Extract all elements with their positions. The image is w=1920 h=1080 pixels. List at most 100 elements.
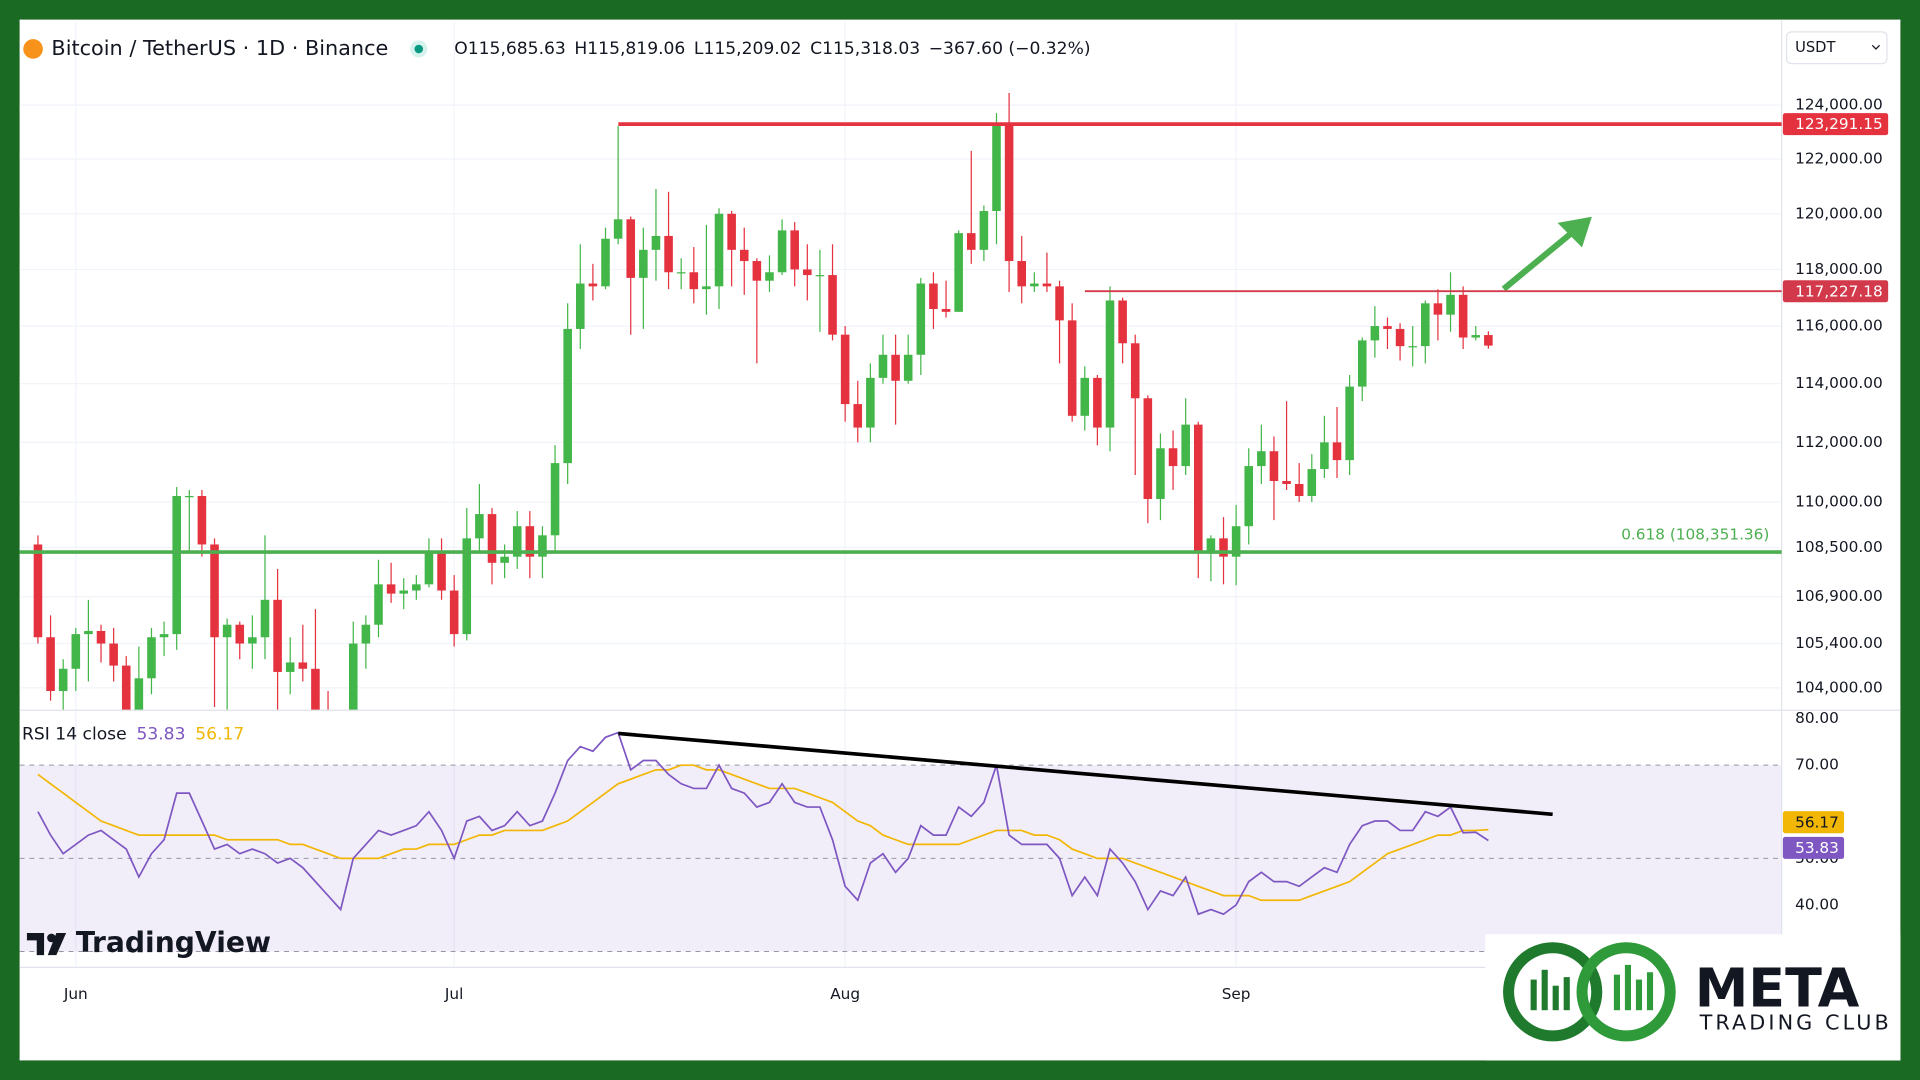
candle-body — [588, 283, 598, 287]
candle-body — [752, 261, 762, 281]
legend-change: −367.60 (−0.32%) — [929, 39, 1091, 59]
candle-body — [1244, 466, 1254, 527]
candle-body — [1370, 326, 1380, 341]
price-badge-label: 123,291.15 — [1795, 115, 1883, 133]
candle-body — [1395, 328, 1405, 347]
candle-body — [386, 584, 396, 594]
rsi-line — [37, 764, 1489, 902]
y-tick-label: 80.00 — [1795, 709, 1839, 727]
legend-label: O — [454, 39, 467, 59]
legend-value: 115,318.03 — [822, 39, 920, 59]
candle-body — [1357, 340, 1367, 387]
rsi-title: RSI 14 close — [22, 725, 127, 745]
candle-body — [1118, 300, 1127, 344]
candle-body — [1307, 469, 1317, 497]
legend-value: 115,819.06 — [587, 39, 685, 59]
candle-body — [487, 514, 497, 563]
rsi-line — [37, 731, 1489, 916]
currency-select[interactable] — [1785, 31, 1888, 65]
rsi-badge-label: 53.83 — [1795, 839, 1839, 857]
candle-body — [1282, 481, 1291, 484]
candle-body — [1067, 320, 1077, 416]
y-tick-label: 120,000.00 — [1795, 204, 1883, 222]
candle-body — [361, 624, 371, 644]
x-tick-label: Aug — [830, 985, 860, 1003]
candle-body — [512, 526, 522, 557]
candle-body — [992, 123, 1001, 212]
price-badge — [1782, 113, 1889, 136]
candle-body — [1458, 294, 1468, 338]
candle-body — [1042, 283, 1052, 287]
candle-body — [891, 354, 900, 381]
candle-body — [563, 328, 572, 464]
candle-body — [298, 662, 308, 669]
candle-body — [33, 544, 43, 638]
currency[interactable]: USDT — [1795, 39, 1836, 56]
rsi-badge — [1782, 811, 1845, 834]
candle-body — [58, 668, 68, 692]
candle-body — [46, 637, 55, 692]
candle-body — [803, 269, 812, 276]
legend-label: H — [574, 39, 587, 59]
y-tick-label: 70.00 — [1795, 756, 1839, 774]
candle-body — [172, 496, 181, 635]
candle-body — [790, 230, 799, 270]
candle-body — [348, 643, 358, 711]
rsi-legend: RSI 14 close 53.83 56.17 — [22, 725, 244, 745]
candle-body — [147, 637, 156, 679]
candle-body — [1156, 448, 1165, 500]
y-tick-label: 112,000.00 — [1795, 433, 1883, 451]
candle-body — [197, 496, 207, 545]
rsi-badge — [1782, 836, 1845, 859]
candle-body — [1017, 261, 1026, 287]
candle-body — [941, 308, 951, 312]
candle-body — [916, 283, 926, 355]
candle-body — [702, 286, 711, 290]
candle-body — [639, 249, 648, 278]
price-badge-label: 117,227.18 — [1795, 282, 1883, 300]
candle-body — [1320, 442, 1329, 470]
candle-body — [840, 334, 850, 405]
y-tick-label: 105,400.00 — [1795, 634, 1883, 652]
candle-body — [714, 213, 724, 287]
candle-body — [462, 538, 472, 635]
candle-body — [550, 463, 560, 536]
candle-body — [1421, 303, 1430, 347]
arrow — [1501, 216, 1592, 292]
watermark-text: TradingView — [76, 926, 271, 959]
candle-body — [1194, 424, 1203, 551]
candle-body — [1332, 442, 1342, 461]
legend-value: 115,209.02 — [703, 39, 801, 59]
x-tick-label: Sep — [1222, 985, 1251, 1003]
candle-body — [966, 233, 976, 250]
chevron — [1871, 44, 1881, 50]
candle-body — [525, 526, 535, 557]
candle-body — [1004, 123, 1014, 262]
y-tick-label: 122,000.00 — [1795, 150, 1883, 168]
candle-body — [727, 213, 736, 250]
candle-body — [96, 630, 106, 644]
candle-body — [613, 219, 623, 239]
candle-body — [121, 665, 131, 711]
candle-body — [1408, 346, 1417, 348]
candle-body — [159, 634, 169, 638]
candle-body — [1055, 286, 1064, 321]
panel — [19, 19, 1901, 1061]
candle-body — [374, 584, 383, 625]
candle-body — [828, 275, 837, 335]
x-tick-label: Jul — [444, 985, 463, 1003]
candle-body — [260, 599, 270, 638]
y-tick-label: 116,000.00 — [1795, 317, 1883, 335]
candle-body — [878, 354, 888, 378]
candle-body — [1484, 335, 1493, 346]
candle-body — [109, 643, 118, 666]
y-tick-label: 124,000.00 — [1795, 96, 1883, 114]
candle-body — [664, 235, 673, 273]
candle-body — [1168, 448, 1178, 467]
candle-body — [1294, 483, 1304, 497]
candle-body — [626, 219, 636, 278]
candle-body — [576, 283, 585, 329]
y-tick-label: 118,000.00 — [1795, 260, 1883, 278]
candle-body — [765, 272, 774, 281]
y-tick-label: 40.00 — [1795, 895, 1839, 913]
